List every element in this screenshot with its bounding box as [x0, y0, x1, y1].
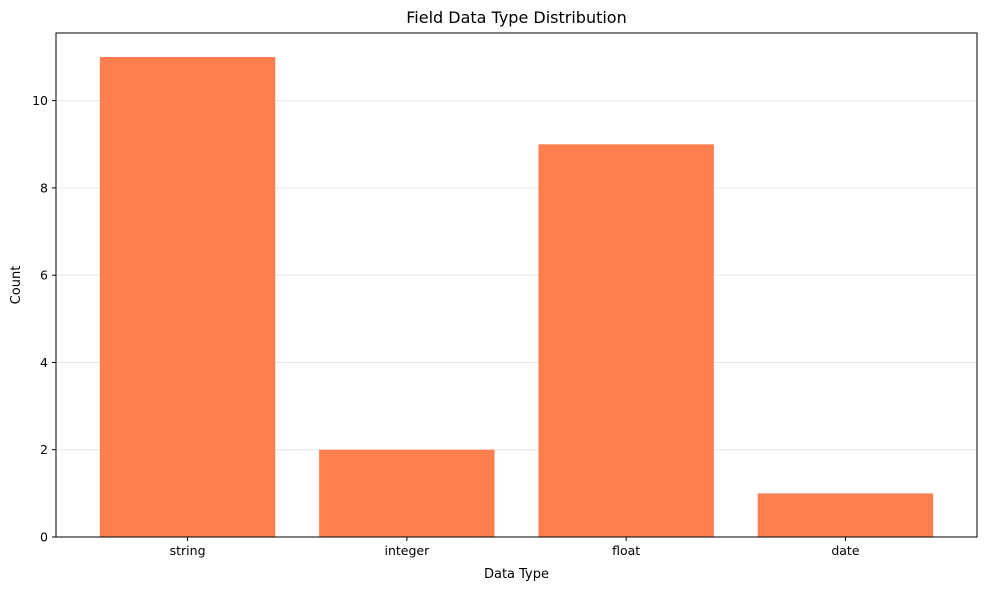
chart-title: Field Data Type Distribution — [406, 8, 626, 27]
y-tick-label-0: 0 — [40, 530, 48, 545]
bar-integer — [319, 449, 495, 537]
bars — [99, 57, 934, 538]
y-tick-label-1: 2 — [40, 442, 48, 457]
y-tick-label-3: 6 — [40, 268, 48, 283]
x-tick-label-integer: integer — [384, 543, 430, 558]
y-tick-label-4: 8 — [40, 180, 48, 195]
tick-marks — [52, 100, 846, 541]
x-tick-label-string: string — [170, 543, 206, 558]
y-tick-label-5: 10 — [32, 93, 48, 108]
x-tick-label-date: date — [831, 543, 859, 558]
bar-string — [99, 57, 276, 537]
axes — [55, 32, 978, 538]
x-tick-label-float: float — [612, 543, 640, 558]
bar-date — [757, 493, 934, 537]
y-tick-label-2: 4 — [40, 355, 48, 370]
y-axis-label: Count — [9, 266, 24, 305]
x-axis-label: Data Type — [484, 567, 549, 582]
bar-float — [538, 144, 714, 538]
plot-frame — [55, 32, 978, 538]
